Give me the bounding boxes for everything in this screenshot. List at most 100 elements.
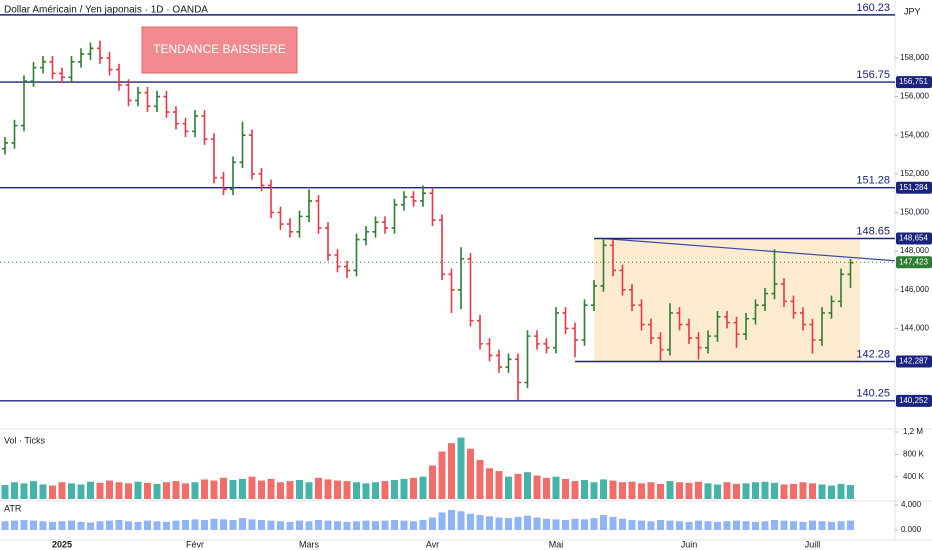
volume-bar (419, 476, 427, 499)
atr-bar (467, 513, 474, 530)
ohlc-bar (648, 318, 654, 344)
atr-bar (172, 520, 180, 530)
ohlc-bar (40, 56, 46, 74)
level-label: 142.28 (856, 348, 890, 360)
ohlc-bar (505, 353, 512, 373)
y-tick-label: 400 K (903, 472, 925, 481)
volume-bar (600, 479, 607, 499)
ohlc-bar (657, 332, 664, 362)
atr-bar (163, 521, 170, 530)
volume-bar (210, 480, 218, 499)
y-tick-label: 1,2 M (903, 427, 923, 436)
volume-bar (239, 478, 246, 499)
y-tick-label: 150,000 (900, 208, 929, 217)
volume-bar (248, 476, 256, 499)
atr-bar (505, 518, 512, 530)
ohlc-bar (410, 191, 417, 207)
volume-bar (514, 473, 522, 499)
pane-label: Vol · Ticks (4, 435, 46, 445)
ohlc-bar (781, 278, 787, 308)
volume-bar (39, 484, 47, 499)
volume-bar (172, 481, 180, 499)
ohlc-bar (762, 287, 768, 312)
ohlc-bar (211, 133, 217, 184)
ohlc-bar (68, 56, 75, 84)
ohlc-bar (724, 311, 730, 329)
x-tick-label: 2025 (52, 539, 72, 549)
volume-bar (400, 478, 408, 499)
volume-bar (267, 478, 275, 499)
ohlc-bar (477, 314, 483, 350)
volume-bar (229, 480, 237, 499)
ohlc-bar (496, 349, 502, 373)
volume-bar (628, 481, 636, 499)
ohlc-bar (182, 117, 189, 138)
volume-bar (77, 484, 85, 499)
atr-bar (790, 521, 797, 530)
volume-bar (486, 468, 493, 499)
ohlc-bar (49, 56, 56, 80)
volume-bar (429, 465, 436, 499)
volume-bar (714, 484, 721, 499)
ohlc-bar (239, 121, 246, 169)
ohlc-bar (847, 258, 854, 288)
volume-bar (258, 480, 265, 499)
x-tick-label: Juill (805, 539, 821, 549)
volume-bar (410, 477, 417, 499)
atr-bar (638, 520, 645, 530)
atr-bar (837, 521, 845, 530)
ohlc-bar (714, 311, 721, 342)
atr-bar (391, 520, 398, 530)
volume-bar (96, 482, 104, 499)
atr-bar (191, 519, 199, 530)
trendline (603, 237, 896, 262)
atr-bar (400, 520, 408, 530)
volume-bar (638, 483, 645, 499)
atr-bar (115, 520, 123, 530)
ohlc-bar (401, 191, 407, 211)
volume-bar (144, 482, 151, 499)
ohlc-bar (334, 249, 341, 273)
volume-bar (305, 482, 313, 499)
volume-bar (571, 481, 579, 499)
volume-bar (837, 483, 845, 499)
volume-bar (847, 485, 854, 499)
atr-bar (248, 519, 256, 530)
price-badge-label: 156,751 (899, 77, 928, 86)
ohlc-bar (363, 226, 369, 246)
atr-bar (125, 521, 132, 530)
atr-bar (818, 521, 826, 530)
volume-bar (524, 472, 531, 499)
atr-bar (771, 520, 778, 530)
y-tick-label: 158,000 (900, 53, 929, 62)
price-badge (896, 76, 932, 89)
volume-bar (533, 475, 541, 499)
atr-bar (144, 520, 151, 530)
currency: JPY (904, 6, 921, 16)
volume-bar (296, 480, 303, 499)
atr-bar (448, 510, 455, 530)
atr-bar (742, 521, 750, 530)
ohlc-bar (87, 42, 94, 60)
volume-bar (562, 478, 569, 499)
volume-bar (353, 482, 360, 499)
ohlc-bar (230, 156, 236, 196)
ohlc-bar (819, 307, 825, 346)
volume-bar (657, 483, 664, 499)
level-label: 151.28 (856, 175, 890, 187)
ohlc-bar (439, 214, 445, 281)
ohlc-bar (268, 179, 274, 219)
volume-bar (771, 482, 778, 499)
atr-bar (723, 521, 731, 530)
ohlc-bar (420, 185, 426, 207)
ohlc-bar (59, 67, 65, 84)
volume-bar (543, 477, 550, 499)
ohlc-bar (11, 119, 18, 149)
atr-bar (704, 521, 712, 530)
annotation-box (141, 26, 298, 74)
price-badge-label: 151,284 (899, 183, 928, 192)
volume-bar (30, 481, 37, 499)
atr-bar (657, 520, 664, 530)
atr-bar (457, 511, 465, 530)
atr-bar (429, 517, 436, 530)
